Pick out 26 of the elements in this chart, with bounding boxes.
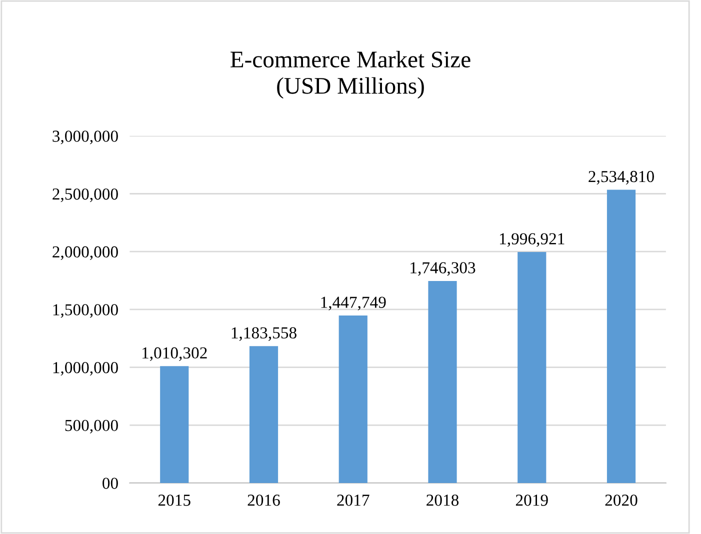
- y-tick-label: 2,500,000: [52, 188, 118, 202]
- bar: [606, 190, 636, 484]
- data-label: 1,010,302: [142, 347, 207, 361]
- x-tick-label: 2019: [516, 494, 548, 506]
- bar: [338, 316, 368, 484]
- bar: [428, 280, 457, 484]
- y-tick-label: 1,000,000: [53, 362, 118, 376]
- bar: [160, 366, 189, 484]
- bar: [249, 346, 278, 484]
- data-label: 1,447,749: [321, 296, 386, 310]
- chart-title: E-commerce Market Size (USD Millions): [230, 50, 470, 99]
- bar: [518, 252, 546, 484]
- y-tick-label: 00: [102, 478, 118, 489]
- x-tick-label: 2017: [337, 494, 370, 506]
- y-tick-label: 3,000,000: [52, 130, 118, 144]
- y-tick-label: 500,000: [65, 420, 118, 434]
- y-tick-label: 2,000,000: [52, 246, 118, 260]
- x-tick-label: 2020: [605, 494, 638, 506]
- data-label: 2,534,810: [588, 170, 654, 185]
- data-label: 1,996,921: [500, 233, 564, 247]
- data-label: 1,183,558: [232, 327, 296, 341]
- y-tick-label: 1,500,000: [53, 304, 118, 318]
- x-tick-label: 2015: [158, 494, 190, 506]
- data-label: 1,746,303: [410, 262, 476, 276]
- x-tick-label: 2018: [426, 494, 459, 506]
- x-tick-label: 2016: [248, 494, 280, 506]
